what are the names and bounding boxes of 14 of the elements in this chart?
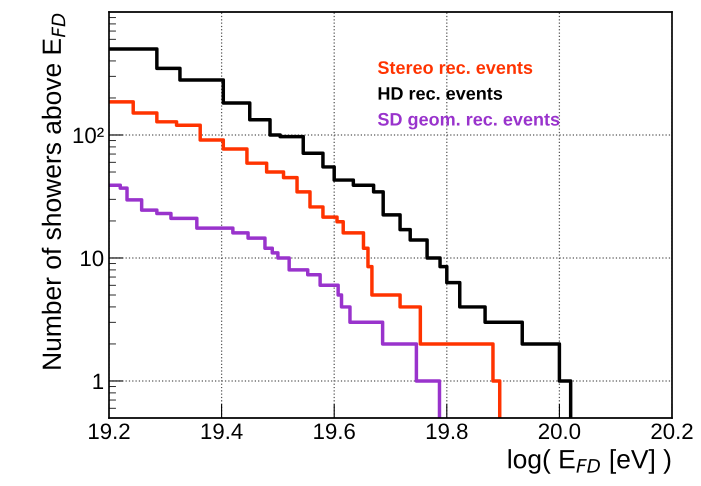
text: HD rec. events	[378, 87, 502, 100]
x-axis-title: log( E$_{FD}$ [eV] )	[508, 449, 670, 474]
x-tick-label: 19.6	[314, 423, 355, 440]
y-tick-label: 1	[93, 374, 104, 390]
x-tick-label: 19.4	[202, 423, 243, 440]
y-axis-title: Number of showers above E$_{FD}$	[42, 14, 66, 369]
x-tick-label: 20.2	[651, 423, 693, 440]
x-tick-label: 20.0	[538, 423, 580, 440]
x-tick-label: 19.2	[89, 423, 130, 440]
text: Stereo rec. events	[378, 61, 532, 74]
x-tick-label: 19.8	[426, 423, 468, 440]
y-tick-label: 10²	[74, 128, 104, 144]
text: SD geom. rec. events	[378, 112, 560, 130]
y-tick-label: 10	[81, 250, 104, 266]
